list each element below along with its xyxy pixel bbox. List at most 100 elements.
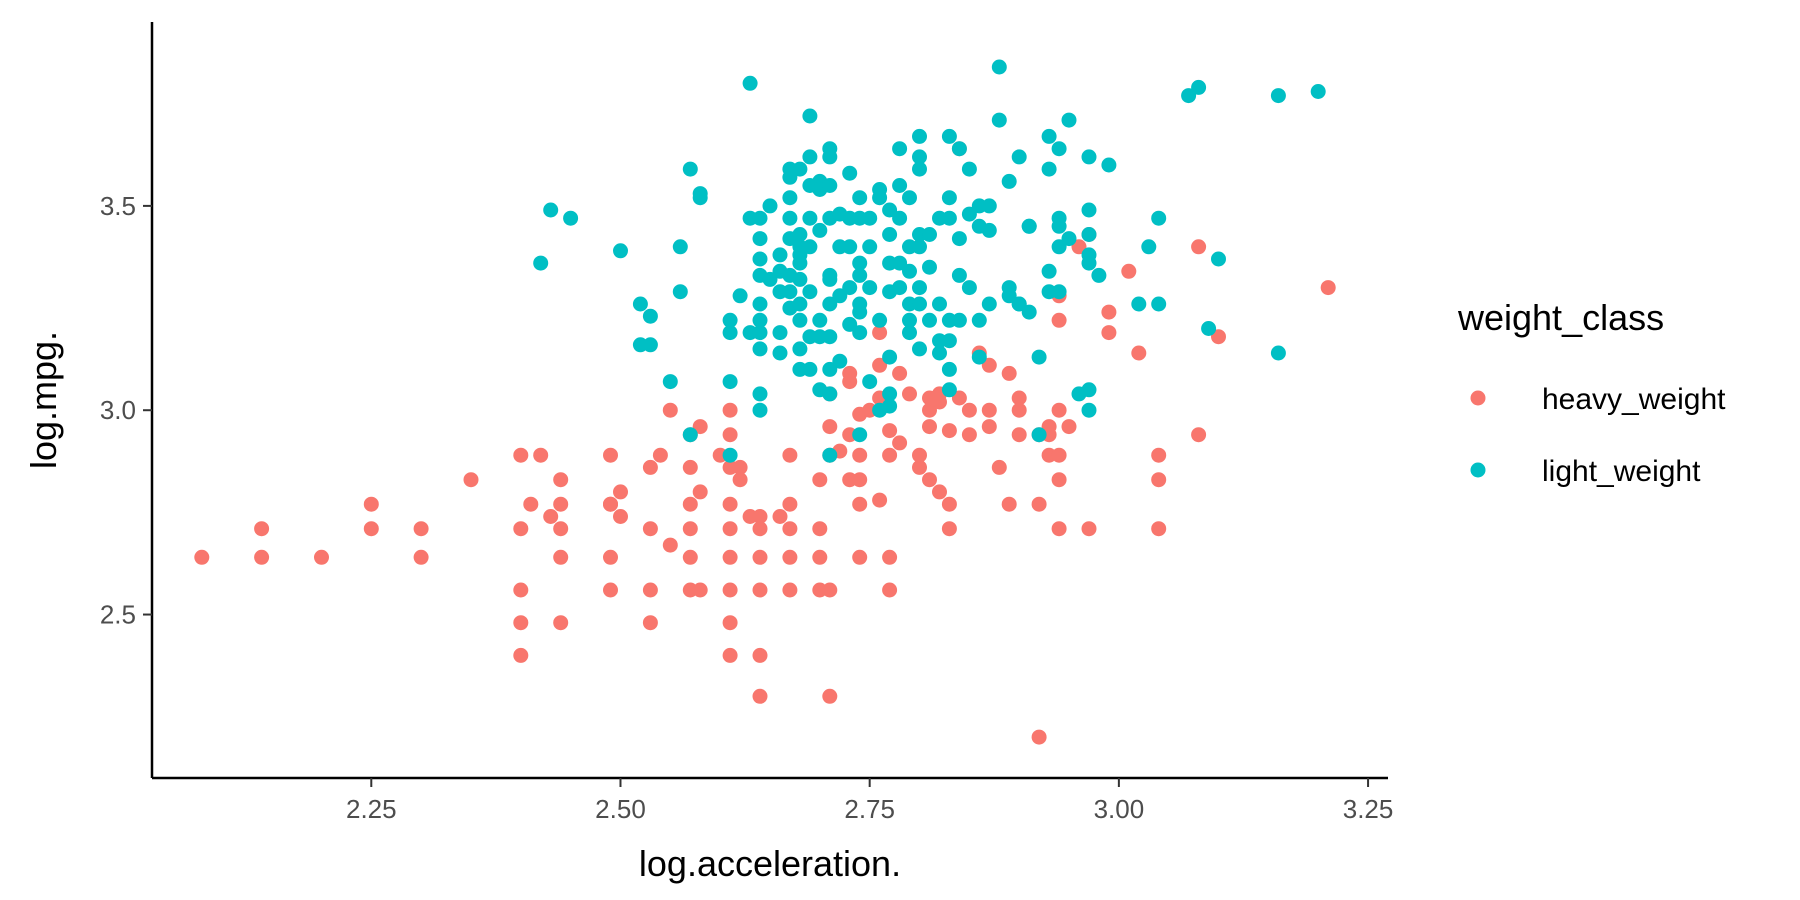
point-heavy-weight (722, 521, 738, 537)
point-heavy-weight (782, 496, 798, 512)
point-heavy-weight (782, 447, 798, 463)
point-light-weight (782, 210, 798, 226)
point-light-weight (722, 374, 738, 390)
point-light-weight (812, 222, 828, 238)
point-heavy-weight (613, 509, 628, 524)
point-heavy-weight (682, 496, 698, 512)
point-heavy-weight (842, 374, 858, 390)
point-light-weight (1151, 296, 1167, 312)
point-heavy-weight (1151, 521, 1167, 537)
point-light-weight (852, 190, 868, 206)
point-light-weight (882, 227, 898, 242)
point-heavy-weight (752, 521, 768, 537)
point-heavy-weight (1131, 345, 1147, 361)
point-light-weight (1051, 239, 1067, 255)
point-heavy-weight (882, 447, 898, 463)
point-light-weight (941, 210, 957, 226)
point-light-weight (912, 161, 927, 177)
point-light-weight (882, 398, 898, 414)
point-light-weight (1081, 149, 1097, 165)
point-light-weight (892, 178, 908, 193)
point-light-weight (802, 239, 818, 255)
point-heavy-weight (682, 549, 698, 565)
point-light-weight (672, 239, 688, 255)
y-tick-label: 3.5 (100, 191, 136, 221)
point-light-weight (862, 374, 878, 390)
point-light-weight (941, 190, 957, 206)
point-light-weight (961, 161, 977, 177)
point-heavy-weight (752, 549, 768, 565)
point-light-weight (941, 382, 957, 398)
point-light-weight (882, 202, 898, 218)
point-light-weight (672, 284, 688, 300)
point-heavy-weight (892, 435, 908, 451)
point-heavy-weight (553, 549, 569, 565)
point-heavy-weight (1121, 263, 1137, 279)
point-light-weight (1051, 284, 1067, 300)
point-light-weight (941, 333, 957, 349)
point-heavy-weight (553, 521, 569, 537)
point-light-weight (1021, 304, 1037, 320)
point-light-weight (852, 267, 868, 283)
point-light-weight (932, 345, 947, 361)
point-heavy-weight (1191, 427, 1207, 443)
point-heavy-weight (1011, 390, 1027, 406)
point-heavy-weight (314, 549, 329, 565)
point-heavy-weight (553, 496, 569, 512)
point-light-weight (722, 312, 738, 328)
point-light-weight (752, 402, 768, 418)
point-light-weight (792, 227, 808, 242)
point-heavy-weight (692, 582, 708, 598)
point-light-weight (682, 427, 698, 443)
point-light-weight (752, 231, 768, 247)
point-light-weight (642, 337, 658, 353)
point-heavy-weight (1051, 472, 1067, 488)
point-heavy-weight (642, 521, 658, 537)
point-heavy-weight (662, 402, 678, 418)
point-light-weight (1041, 161, 1057, 177)
point-heavy-weight (1031, 496, 1047, 512)
point-light-weight (892, 255, 908, 271)
point-light-weight (862, 210, 878, 226)
point-heavy-weight (941, 521, 957, 537)
point-light-weight (613, 243, 628, 259)
point-light-weight (832, 288, 848, 304)
point-light-weight (991, 112, 1007, 128)
point-light-weight (792, 271, 808, 287)
point-heavy-weight (363, 521, 379, 537)
point-light-weight (752, 251, 768, 267)
point-heavy-weight (852, 549, 868, 565)
point-heavy-weight (752, 582, 768, 598)
point-light-weight (852, 304, 868, 320)
point-light-weight (782, 190, 798, 206)
legend-label-light-weight: light_weight (1542, 455, 1701, 488)
point-heavy-weight (722, 549, 738, 565)
point-light-weight (892, 210, 908, 226)
point-light-weight (682, 161, 698, 177)
point-light-weight (1131, 296, 1147, 312)
point-heavy-weight (752, 688, 768, 704)
point-light-weight (842, 316, 858, 332)
point-light-weight (752, 341, 768, 357)
point-light-weight (882, 349, 898, 365)
point-light-weight (951, 267, 967, 283)
point-light-weight (762, 271, 778, 287)
point-heavy-weight (1011, 427, 1027, 443)
point-heavy-weight (872, 357, 888, 373)
point-light-weight (1191, 79, 1207, 95)
point-light-weight (822, 329, 838, 345)
point-light-weight (981, 296, 997, 312)
point-heavy-weight (752, 509, 768, 524)
point-light-weight (792, 161, 808, 177)
point-heavy-weight (981, 419, 997, 435)
point-light-weight (951, 141, 967, 157)
point-light-weight (1211, 251, 1226, 267)
point-heavy-weight (523, 496, 539, 512)
point-light-weight (872, 312, 888, 328)
point-heavy-weight (1001, 496, 1017, 512)
point-light-weight (1270, 88, 1286, 104)
point-light-weight (961, 280, 977, 296)
point-light-weight (742, 75, 758, 91)
point-light-weight (971, 312, 987, 328)
